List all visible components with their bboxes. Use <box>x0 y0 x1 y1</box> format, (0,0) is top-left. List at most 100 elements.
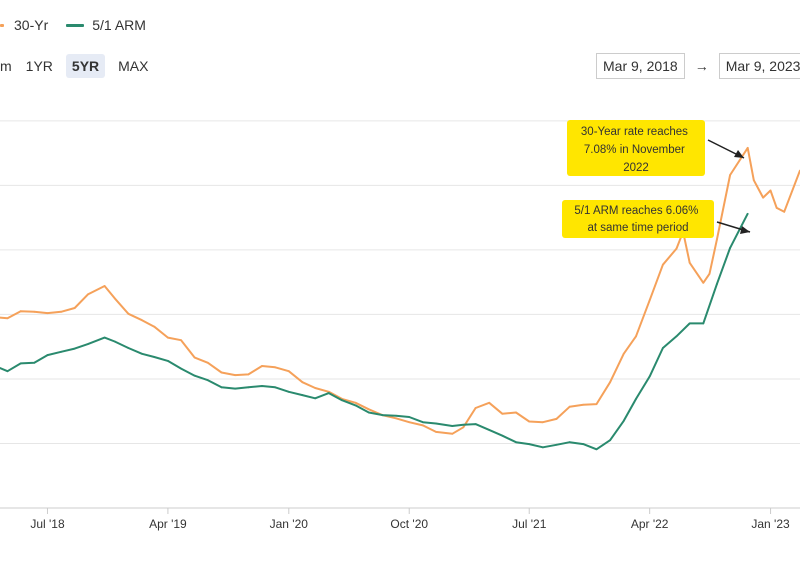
series-point-5-1-arm-8 <box>103 336 106 339</box>
series-point-30-yr-28 <box>367 408 370 411</box>
series-point-5-1-arm-39 <box>515 441 517 444</box>
series-point-5-1-arm-40 <box>528 443 531 446</box>
series-point-30-yr-62 <box>769 189 772 192</box>
series-point-30-yr-22 <box>287 370 290 373</box>
series-point-5-1-arm-24 <box>314 397 317 400</box>
series-point-5-1-arm-31 <box>408 416 411 418</box>
series-layer <box>0 146 800 451</box>
annotation-arm: 5/1 ARM reaches 6.06% at same time perio… <box>562 200 751 238</box>
series-point-5-1-arm-50 <box>661 347 664 349</box>
series-point-5-1-arm-51 <box>675 335 678 338</box>
series-point-30-yr-16 <box>207 361 209 364</box>
series-point-5-1-arm-21 <box>274 386 277 389</box>
series-point-5-1-arm-14 <box>180 367 182 370</box>
annotation-arm-arrowhead-icon <box>740 226 750 234</box>
series-point-30-yr-39 <box>515 411 517 414</box>
series-point-5-1-arm-42 <box>555 443 558 446</box>
series-point-5-1-arm-11 <box>141 352 143 355</box>
series-point-30-yr-8 <box>103 285 106 287</box>
series-point-5-1-arm-46 <box>609 439 612 442</box>
start-date-input[interactable]: Mar 9, 2018 <box>596 53 685 79</box>
series-point-5-1-arm-47 <box>622 419 625 422</box>
end-date-input[interactable]: Mar 9, 2023 <box>718 53 800 79</box>
legend-item-30yr[interactable]: 30-Yr <box>0 17 48 33</box>
series-point-30-yr-63 <box>775 207 778 209</box>
series-point-30-yr-12 <box>153 325 156 328</box>
annotation-arm-line-1: 5/1 ARM reaches 6.06% <box>574 205 698 217</box>
annotation-30yr-line-1: 30-Year rate reaches <box>581 126 688 138</box>
series-point-30-yr-3 <box>33 310 36 313</box>
x-tick-label-3: Oct '20 <box>390 517 428 531</box>
annotation-30yr-line-3: 2022 <box>623 162 649 174</box>
series-point-5-1-arm-22 <box>287 390 290 393</box>
series-point-30-yr-4 <box>46 312 49 315</box>
series-point-5-1-arm-1 <box>6 370 9 373</box>
series-point-30-yr-58 <box>746 147 749 149</box>
series-point-30-yr-32 <box>421 424 424 427</box>
series-point-30-yr-19 <box>247 373 250 376</box>
series-point-30-yr-51 <box>675 247 678 250</box>
series-point-30-yr-48 <box>635 335 637 338</box>
series-point-5-1-arm-25 <box>327 392 330 395</box>
series-point-5-1-arm-34 <box>451 425 454 427</box>
series-point-5-1-arm-16 <box>207 379 209 382</box>
series-point-30-yr-27 <box>354 401 357 404</box>
series-point-5-1-arm-38 <box>501 434 504 437</box>
range-button-max[interactable]: MAX <box>118 58 149 74</box>
series-point-30-yr-18 <box>234 374 237 376</box>
series-point-30-yr-59 <box>752 179 755 182</box>
x-tick-label-6: Jan '23 <box>751 517 790 531</box>
series-point-5-1-arm-49 <box>648 375 651 378</box>
legend-item-5-1-arm[interactable]: 5/1 ARM <box>66 17 146 33</box>
series-point-5-1-arm-3 <box>33 361 36 364</box>
x-tick-label-0: Jul '18 <box>30 517 65 531</box>
range-selector: m 1YR 5YR MAX <box>0 53 161 79</box>
series-point-30-yr-41 <box>541 421 544 424</box>
x-tick-label-4: Jul '21 <box>512 517 547 531</box>
series-point-30-yr-50 <box>661 263 664 266</box>
x-tick-label-5: Apr '22 <box>631 517 669 531</box>
annotation-arm-box <box>562 200 714 238</box>
series-point-30-yr-20 <box>261 365 263 367</box>
series-point-5-1-arm-41 <box>541 446 544 449</box>
series-point-5-1-arm-29 <box>381 414 384 416</box>
series-point-30-yr-42 <box>555 418 558 420</box>
x-axis: Jul '18 Apr '19 Jan '20 Oct '20 Jul '21 Apr '… <box>30 508 790 531</box>
series-point-30-yr-21 <box>274 366 277 369</box>
range-button-5yr[interactable]: 5YR <box>65 54 106 78</box>
series-line-30-yr <box>0 146 800 435</box>
series-point-30-yr-0 <box>0 316 1 319</box>
series-point-5-1-arm-45 <box>595 448 598 451</box>
series-line-5-1-arm <box>0 213 749 451</box>
series-point-30-yr-49 <box>648 299 651 302</box>
series-point-30-yr-47 <box>622 352 625 355</box>
series-point-5-1-arm-30 <box>395 414 397 417</box>
series-point-30-yr-2 <box>19 310 22 313</box>
series-point-30-yr-37 <box>488 401 491 404</box>
legend-swatch-30yr <box>0 23 4 27</box>
series-point-30-yr-14 <box>180 339 182 342</box>
x-tick-label-1: Apr '19 <box>149 517 187 531</box>
range-button-1yr[interactable]: 1YR <box>25 58 53 74</box>
annotation-arm-line-2: at same time period <box>588 222 689 234</box>
series-point-30-yr-54 <box>702 281 705 284</box>
annotation-30yr-line-2: 7.08% in November <box>584 144 685 156</box>
series-point-30-yr-46 <box>609 381 612 384</box>
series-point-5-1-arm-52 <box>688 322 691 325</box>
annotation-30yr-text: 30-Year rate reaches 7.08% in November 2… <box>581 126 691 174</box>
series-point-30-yr-13 <box>167 336 169 339</box>
series-point-5-1-arm-33 <box>435 422 437 425</box>
series-point-5-1-arm-48 <box>635 398 637 400</box>
series-point-30-yr-43 <box>568 405 571 408</box>
series-point-5-1-arm-19 <box>247 386 250 389</box>
series-point-5-1-arm-36 <box>474 423 477 426</box>
series-point-5-1-arm-12 <box>153 356 156 358</box>
series-point-30-yr-9 <box>113 297 116 300</box>
annotation-30yr-arrowhead-icon <box>734 150 744 158</box>
series-point-30-yr-34 <box>451 432 454 435</box>
legend-label-30yr: 30-Yr <box>14 17 49 33</box>
series-point-30-yr-60 <box>756 185 758 187</box>
series-point-30-yr-6 <box>73 307 76 309</box>
grid-layer <box>0 120 800 509</box>
